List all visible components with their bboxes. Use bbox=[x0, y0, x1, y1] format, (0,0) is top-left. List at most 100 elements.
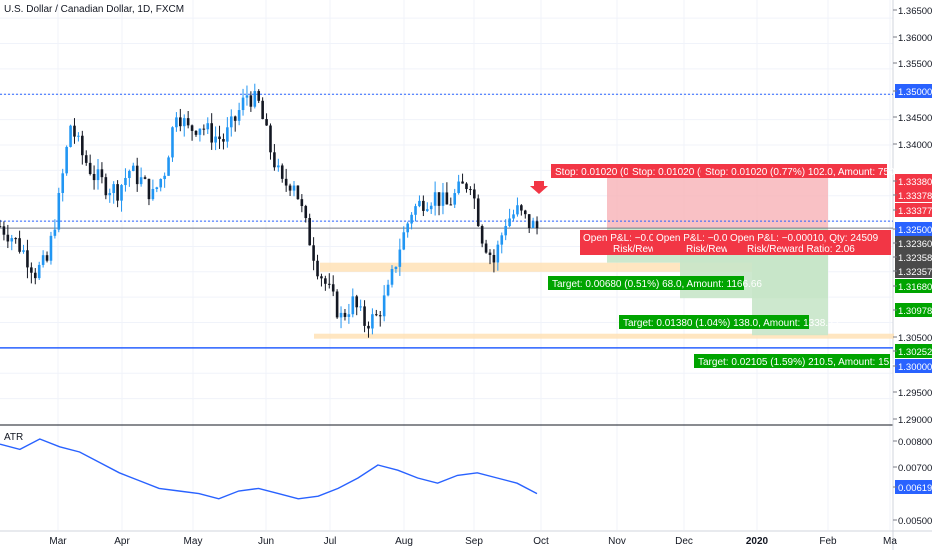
candle-body bbox=[382, 295, 386, 317]
time-tick-label: Aug bbox=[395, 536, 413, 547]
price-label: 1.31680 bbox=[898, 282, 932, 293]
candle-body bbox=[331, 284, 335, 292]
candle-body bbox=[210, 123, 213, 143]
candle-body bbox=[108, 193, 112, 196]
target-label: Target: 0.02105 (1.59%) 210.5, Amount: 1… bbox=[698, 357, 915, 368]
candle-body bbox=[179, 117, 182, 127]
candle-body bbox=[269, 125, 272, 153]
candle-body bbox=[520, 205, 523, 211]
candle-body bbox=[186, 118, 190, 126]
candle-body bbox=[312, 245, 315, 261]
candle-body bbox=[359, 306, 362, 308]
price-label: 1.30252 bbox=[898, 347, 932, 358]
trade-annotations: Stop: 0.01020 (0. Stop: 0.01020 (0.Stop: … bbox=[548, 164, 915, 368]
candle-body bbox=[527, 214, 531, 228]
candle-body bbox=[449, 204, 453, 206]
candle-body bbox=[237, 110, 241, 121]
price-label-bg bbox=[895, 359, 932, 373]
candle-body bbox=[343, 312, 347, 317]
risk-reward-label: Risk/Reward Ratio: 2.06 bbox=[747, 244, 855, 255]
candle-body bbox=[159, 179, 163, 188]
candle-body bbox=[112, 184, 115, 194]
candle-body bbox=[73, 125, 76, 137]
candle-body bbox=[504, 226, 507, 236]
time-axis[interactable]: Mar Apr May Jun Jul Aug Sep Oct Nov Dec 2020 Feb Ma bbox=[49, 536, 897, 547]
candle-body bbox=[147, 178, 151, 200]
atr-series bbox=[0, 438, 538, 500]
candle-body bbox=[45, 255, 49, 261]
price-axis[interactable]: 1.36500 1.36000 1.35500 1.35000 1.34500 1.340… bbox=[893, 6, 932, 527]
candle-body bbox=[151, 188, 155, 200]
time-tick-label: Dec bbox=[675, 536, 693, 547]
candle-body bbox=[190, 125, 194, 131]
time-tick-label: Apr bbox=[114, 536, 130, 547]
price-label: 1.29500 bbox=[898, 388, 932, 399]
candle-body bbox=[88, 162, 92, 174]
candle-body bbox=[500, 235, 504, 245]
candle-body bbox=[241, 97, 245, 111]
price-label-bg bbox=[895, 84, 932, 98]
candle-body bbox=[316, 260, 319, 277]
candle-body bbox=[308, 218, 311, 246]
candle-body bbox=[41, 255, 45, 265]
price-label: 1.33378 bbox=[898, 191, 932, 202]
candle-body bbox=[480, 226, 484, 244]
candle-body bbox=[167, 157, 170, 176]
candle-body bbox=[116, 184, 119, 201]
candle-body bbox=[273, 152, 276, 168]
open-pl-label: Open P&L: −0.000 bbox=[656, 233, 739, 244]
candle-body bbox=[351, 296, 355, 315]
candle-body bbox=[206, 123, 210, 130]
candle-body bbox=[2, 226, 6, 235]
candle-body bbox=[516, 205, 519, 215]
candle-body bbox=[523, 210, 527, 215]
stop-label-bg bbox=[628, 164, 710, 178]
candle-body bbox=[531, 221, 535, 228]
stop-label: Stop: 0.01020 (0. bbox=[555, 167, 632, 178]
open-pl-label: Open P&L: −0.000 bbox=[583, 233, 666, 244]
candle-body bbox=[30, 267, 33, 273]
candle-body bbox=[202, 128, 206, 130]
atr-label-bg bbox=[895, 480, 932, 494]
candle-body bbox=[375, 314, 378, 316]
candle-body bbox=[100, 169, 104, 178]
price-label-bg bbox=[895, 279, 932, 293]
candle-body bbox=[257, 91, 261, 101]
zones bbox=[314, 262, 894, 339]
candle-body bbox=[453, 193, 457, 205]
candle-body bbox=[139, 177, 143, 185]
price-label: 1.32500 bbox=[898, 225, 932, 236]
candle-body bbox=[320, 276, 323, 279]
candle-body bbox=[508, 218, 511, 227]
candle-body bbox=[512, 214, 515, 219]
candle-body bbox=[124, 177, 127, 186]
candle-body bbox=[214, 136, 217, 143]
candle-body bbox=[131, 165, 135, 171]
price-label: 1.29000 bbox=[898, 415, 932, 426]
candle-body bbox=[300, 199, 304, 207]
time-tick-label: Oct bbox=[533, 536, 549, 547]
candle-body bbox=[304, 206, 308, 219]
candle-body bbox=[469, 189, 472, 191]
stop-label-bg bbox=[551, 164, 633, 178]
horizontal-lines[interactable] bbox=[0, 93, 893, 349]
candle-body bbox=[249, 95, 253, 107]
candle-body bbox=[386, 284, 390, 296]
candle-body bbox=[84, 155, 88, 163]
time-tick-label: Ma bbox=[883, 536, 897, 547]
candle-body bbox=[484, 243, 488, 253]
candle-body bbox=[18, 238, 21, 252]
candle-body bbox=[296, 185, 300, 200]
candle-body bbox=[143, 177, 147, 179]
target-label-bg bbox=[619, 315, 809, 329]
price-label: 1.33380 bbox=[898, 177, 932, 188]
atr-axis-label: 0.00500 bbox=[898, 516, 932, 527]
candle-body bbox=[461, 181, 464, 184]
candle-body bbox=[49, 235, 53, 261]
candle-body bbox=[182, 118, 186, 127]
price-label-bg bbox=[895, 203, 932, 217]
candle-body bbox=[492, 254, 496, 263]
time-tick-label: Mar bbox=[49, 536, 67, 547]
candle-body bbox=[10, 238, 14, 242]
